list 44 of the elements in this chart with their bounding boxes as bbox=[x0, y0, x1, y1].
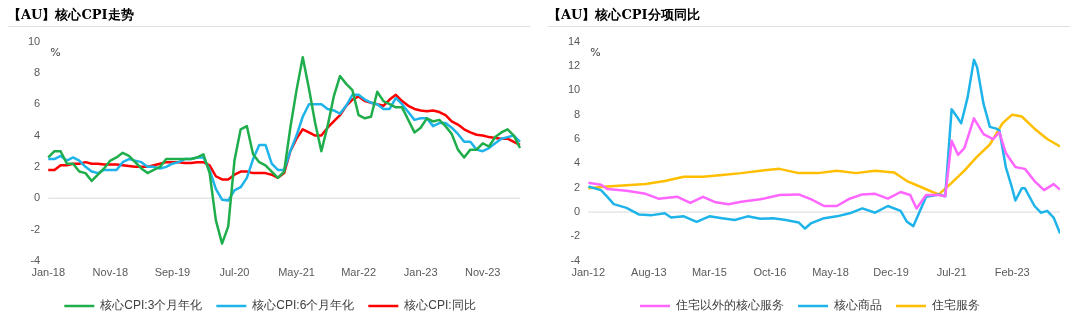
legend-label: 住宅服务 bbox=[931, 298, 980, 313]
x-tick-label: Jan-18 bbox=[31, 266, 66, 279]
y-tick-label: -2 bbox=[30, 222, 41, 235]
legend-label: 住宅以外的核心服务 bbox=[675, 298, 784, 313]
x-tick-label: May-18 bbox=[812, 266, 849, 279]
x-tick-label: Sep-19 bbox=[154, 266, 191, 279]
x-tick-label: Jul-21 bbox=[936, 266, 967, 279]
chart-title: 【AU】核心CPI分项同比 bbox=[548, 0, 1070, 27]
y-tick-label: 6 bbox=[34, 97, 41, 110]
y-tick-label: 10 bbox=[567, 83, 581, 96]
y-tick-label: 6 bbox=[574, 132, 581, 145]
y-tick-label: 14 bbox=[567, 34, 581, 47]
legend-label: 核心CPI:同比 bbox=[403, 298, 476, 313]
x-tick-label: Jul-20 bbox=[219, 266, 250, 279]
y-tick-label: -4 bbox=[30, 253, 41, 266]
y-tick-label: -4 bbox=[570, 253, 581, 266]
x-tick-label: Feb-23 bbox=[994, 266, 1030, 279]
y-tick-label: 12 bbox=[567, 58, 581, 71]
y-axis-title: % bbox=[590, 45, 601, 59]
y-tick-label: 8 bbox=[574, 107, 581, 120]
x-tick-label: Aug-13 bbox=[631, 266, 667, 279]
x-tick-label: Nov-23 bbox=[465, 266, 501, 279]
y-tick-label: 10 bbox=[27, 34, 41, 47]
x-tick-label: Mar-22 bbox=[341, 266, 377, 279]
y-tick-label: 0 bbox=[34, 191, 41, 204]
legend-label: 核心CPI:3个月年化 bbox=[99, 298, 203, 313]
y-tick-label: 2 bbox=[34, 159, 41, 172]
y-axis-title: % bbox=[50, 45, 61, 59]
legend-label: 核心商品 bbox=[833, 298, 882, 313]
y-tick-label: 4 bbox=[574, 156, 581, 169]
chart-title: 【AU】核心CPI走势 bbox=[8, 0, 530, 27]
y-tick-label: 4 bbox=[34, 128, 41, 141]
x-tick-label: Mar-15 bbox=[691, 266, 727, 279]
x-tick-label: Nov-18 bbox=[92, 266, 129, 279]
y-tick-label: 2 bbox=[574, 180, 581, 193]
x-tick-label: May-21 bbox=[278, 266, 315, 279]
x-tick-label: Jan-23 bbox=[403, 266, 438, 279]
y-tick-label: -2 bbox=[570, 229, 581, 242]
legend-label: 核心CPI:6个月年化 bbox=[251, 298, 355, 313]
y-tick-label: 8 bbox=[34, 65, 41, 78]
x-tick-label: Jan-12 bbox=[571, 266, 606, 279]
x-tick-label: Dec-19 bbox=[873, 266, 909, 279]
y-tick-label: 0 bbox=[574, 205, 581, 218]
x-tick-label: Oct-16 bbox=[753, 266, 787, 279]
